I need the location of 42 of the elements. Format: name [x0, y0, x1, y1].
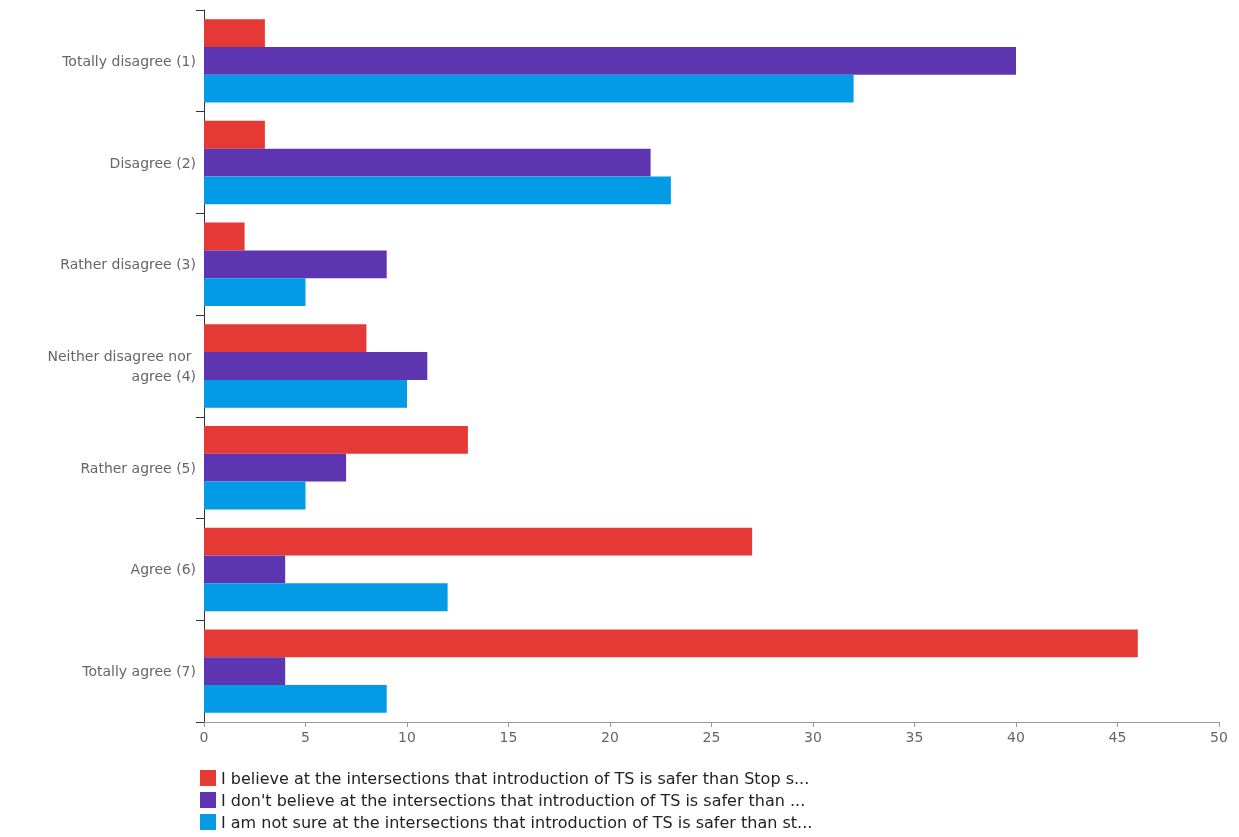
y-tick-label: Neither disagree nor agree (4): [47, 348, 196, 384]
x-tick-label: 35: [905, 729, 924, 745]
bar: [204, 46, 1016, 75]
x-tick-label: 10: [398, 729, 416, 745]
bar: [204, 352, 428, 380]
bar: [204, 453, 347, 482]
x-tick-label: 50: [1210, 729, 1228, 745]
x-tick-label: 40: [1007, 729, 1025, 745]
x-tick-label: 20: [601, 729, 619, 745]
bar: [204, 685, 387, 713]
bar: [204, 120, 265, 149]
bar: [204, 222, 245, 251]
bar: [204, 324, 367, 353]
bar: [204, 148, 651, 177]
x-tick-label: 5: [301, 729, 310, 745]
bar: [204, 426, 468, 454]
x-tick-label: 45: [1108, 729, 1127, 745]
legend-label: I am not sure at the intersections that introduction of TS is safer than st...: [221, 812, 813, 832]
x-tick-label: 15: [499, 729, 518, 745]
y-tick-label: Agree (6): [130, 561, 196, 578]
bar: [204, 657, 286, 686]
bar: [204, 555, 286, 584]
y-tick-label: Rather agree (5): [80, 459, 196, 476]
bar: [204, 527, 753, 556]
y-tick-label: Totally agree (7): [81, 663, 196, 680]
bar: [204, 583, 448, 612]
bar: [204, 19, 265, 47]
bar: [204, 481, 306, 510]
y-tick-label: Disagree (2): [109, 154, 196, 171]
y-tick-label: Rather disagree (3): [60, 256, 196, 273]
legend-label: I believe at the intersections that introduction of TS is safer than Stop s...: [221, 768, 810, 788]
bar: [204, 278, 306, 306]
y-tick-label: Totally disagree (1): [61, 52, 196, 69]
x-tick-label: 0: [199, 729, 209, 745]
bar: [204, 176, 671, 205]
bar: [204, 250, 387, 279]
legend-label: I don't believe at the intersections that introduction of TS is safer than ...: [221, 790, 806, 810]
x-tick-label: 25: [702, 729, 721, 745]
bar: [204, 74, 854, 103]
x-tick-label: 30: [804, 729, 822, 745]
bar: [204, 629, 1138, 658]
bar: [204, 379, 407, 408]
